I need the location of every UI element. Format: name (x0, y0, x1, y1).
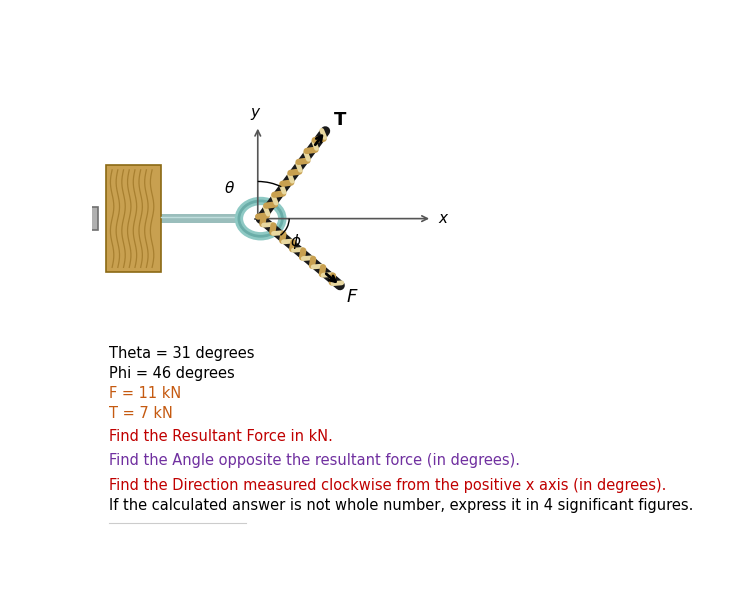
Text: F = 11 kN: F = 11 kN (109, 386, 181, 401)
Text: y: y (251, 105, 259, 120)
Text: Theta = 31 degrees: Theta = 31 degrees (109, 346, 255, 361)
Text: F: F (347, 288, 357, 306)
Bar (83, 207, 99, 230)
Text: Find the Direction measured clockwise from the positive x axis (in degrees).: Find the Direction measured clockwise fr… (109, 478, 667, 493)
Bar (161, 215, 237, 223)
Text: Find the Angle opposite the resultant force (in degrees).: Find the Angle opposite the resultant fo… (109, 453, 520, 469)
Text: $\phi$: $\phi$ (290, 232, 302, 251)
Text: Phi = 46 degrees: Phi = 46 degrees (109, 366, 235, 380)
Text: T = 7 kN: T = 7 kN (109, 406, 173, 421)
Text: If the calculated answer is not whole number, express it in 4 significant figure: If the calculated answer is not whole nu… (109, 497, 694, 513)
Text: Find the Resultant Force in kN.: Find the Resultant Force in kN. (109, 429, 333, 444)
Text: x: x (439, 211, 448, 226)
Text: $\theta$: $\theta$ (224, 180, 234, 197)
Text: T: T (334, 111, 346, 128)
Bar (106, 165, 161, 272)
